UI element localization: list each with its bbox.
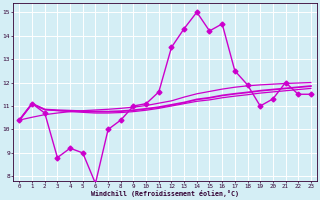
X-axis label: Windchill (Refroidissement éolien,°C): Windchill (Refroidissement éolien,°C) <box>91 190 239 197</box>
